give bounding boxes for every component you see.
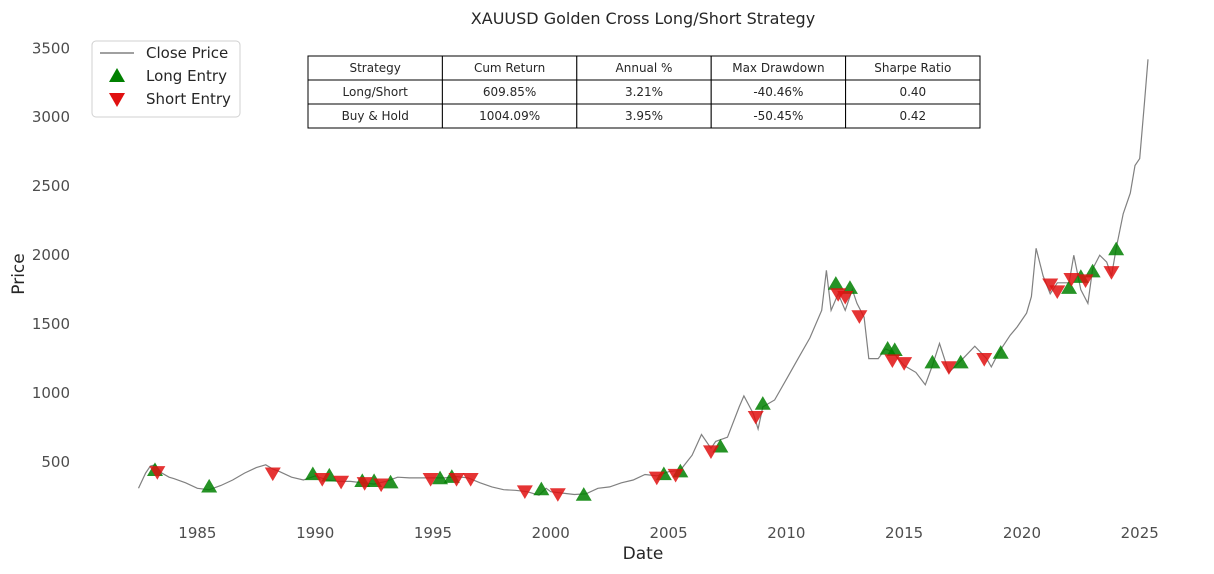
table-cell — [441, 103, 578, 129]
long-entry-marker — [992, 345, 1009, 359]
legend-label: Close Price — [146, 44, 228, 62]
long-entry-marker — [1084, 263, 1101, 278]
long-entry-marker — [201, 478, 218, 493]
chart-title: XAUUSD Golden Cross Long/Short Strategy — [471, 9, 815, 28]
short-entry-marker — [837, 290, 854, 305]
long-entry-marker — [382, 474, 399, 489]
short-entry-marker — [884, 354, 901, 368]
legend-box — [91, 40, 241, 118]
short-entry-marker — [462, 473, 479, 487]
x-axis-ticks: 1985 1990 1995 2000 2005 2010 2015 2020 2025 — [178, 524, 1159, 542]
short-entry-marker — [648, 471, 665, 486]
y-axis-ticks: 500 1000 1500 2000 2500 3000 3500 — [32, 39, 70, 471]
y-tick-label: 500 — [41, 453, 70, 471]
y-tick-label: 3500 — [32, 39, 70, 57]
table-cell-text: -50.45% — [753, 109, 803, 123]
long-entry-marker — [924, 354, 941, 369]
table-cell-text: 1004.09% — [479, 109, 540, 123]
short-entry-marker — [1103, 266, 1120, 280]
legend: Close Price Long Entry Short Entry — [91, 40, 241, 118]
table-cell — [307, 79, 443, 105]
short-entry-marker — [333, 475, 350, 490]
table-header-text: Cum Return — [474, 61, 545, 75]
stats-table: Strategy Cum Return Annual % Max Drawdown Sh… — [307, 55, 981, 129]
table-header-text: Sharpe Ratio — [874, 61, 951, 75]
x-tick-label: 1985 — [178, 524, 216, 542]
short-entry-marker — [422, 473, 439, 487]
table-cell — [576, 55, 712, 81]
x-tick-label: 2005 — [649, 524, 687, 542]
short-entry-marker — [373, 478, 390, 493]
table-cell — [441, 79, 578, 105]
x-tick-label: 1995 — [414, 524, 452, 542]
y-tick-label: 2500 — [32, 177, 70, 195]
table-header-text: Annual % — [616, 61, 673, 75]
table-cell — [441, 55, 578, 81]
short-entry-marker — [976, 353, 993, 367]
long-entry-marker — [841, 280, 858, 294]
short-entry-marker — [667, 468, 684, 483]
table-cell — [307, 103, 443, 129]
legend-label: Long Entry — [146, 67, 227, 85]
table-header-text: Strategy — [349, 61, 400, 75]
short-entry-marker — [851, 310, 868, 324]
table-cell-text: 609.85% — [483, 85, 536, 99]
long-entry-marker — [1108, 241, 1125, 256]
long-entry-marker — [754, 396, 771, 410]
table-cell — [710, 55, 847, 81]
short-entry-marker — [149, 466, 166, 480]
table-cell-text: -40.46% — [753, 85, 803, 99]
short-entry-marker — [1063, 273, 1080, 287]
short-entry-marker — [448, 473, 465, 487]
table-cell-text: Long/Short — [343, 85, 409, 99]
table-header-text: Max Drawdown — [732, 61, 824, 75]
long-entry-marker — [575, 487, 592, 501]
y-axis-label: Price — [9, 253, 29, 294]
x-tick-label: 2020 — [1003, 524, 1041, 542]
x-tick-label: 2025 — [1121, 524, 1159, 542]
table-cell — [845, 103, 981, 129]
long-entry-marker — [432, 470, 449, 485]
long-entry-marker — [886, 342, 903, 356]
long-entry-marker — [533, 481, 550, 496]
short-entry-marker — [1049, 285, 1066, 300]
short-entry-marker — [702, 445, 719, 460]
y-tick-label: 1500 — [32, 315, 70, 333]
x-tick-label: 2010 — [767, 524, 805, 542]
table-cell-text: 3.21% — [625, 85, 663, 99]
y-tick-label: 2000 — [32, 246, 70, 264]
short-entry-marker — [516, 485, 533, 500]
short-entry-marker — [549, 488, 566, 502]
x-axis-label: Date — [623, 544, 664, 564]
legend-down-triangle-icon — [109, 93, 125, 107]
table-cell-text: 0.42 — [899, 109, 926, 123]
table-cell — [576, 79, 712, 105]
table-cell — [576, 103, 712, 129]
table-cell-text: Buy & Hold — [342, 109, 409, 123]
short-entry-marker — [314, 473, 331, 487]
plot-area — [137, 59, 1149, 502]
short-entry-marker — [1042, 278, 1059, 293]
long-entry-marker — [827, 276, 844, 290]
y-tick-label: 3000 — [32, 108, 70, 126]
x-tick-label: 2000 — [532, 524, 570, 542]
short-entry-marker — [264, 467, 281, 482]
legend-label: Short Entry — [146, 90, 231, 108]
legend-up-triangle-icon — [109, 68, 125, 82]
table-cell-text: 3.95% — [625, 109, 663, 123]
table-cell — [710, 103, 847, 129]
short-entry-marker — [896, 357, 913, 371]
x-tick-label: 2015 — [885, 524, 923, 542]
short-entry-marker — [356, 477, 373, 491]
x-tick-label: 1990 — [296, 524, 334, 542]
short-entry-marker — [747, 410, 764, 425]
long-entry-marker — [1061, 280, 1078, 294]
table-cell — [845, 55, 981, 81]
table-cell-text: 0.40 — [899, 85, 926, 99]
short-entry-marker — [940, 361, 957, 375]
short-entry-marker — [1077, 274, 1094, 288]
long-entry-marker — [952, 354, 969, 369]
y-tick-label: 1000 — [32, 384, 70, 402]
